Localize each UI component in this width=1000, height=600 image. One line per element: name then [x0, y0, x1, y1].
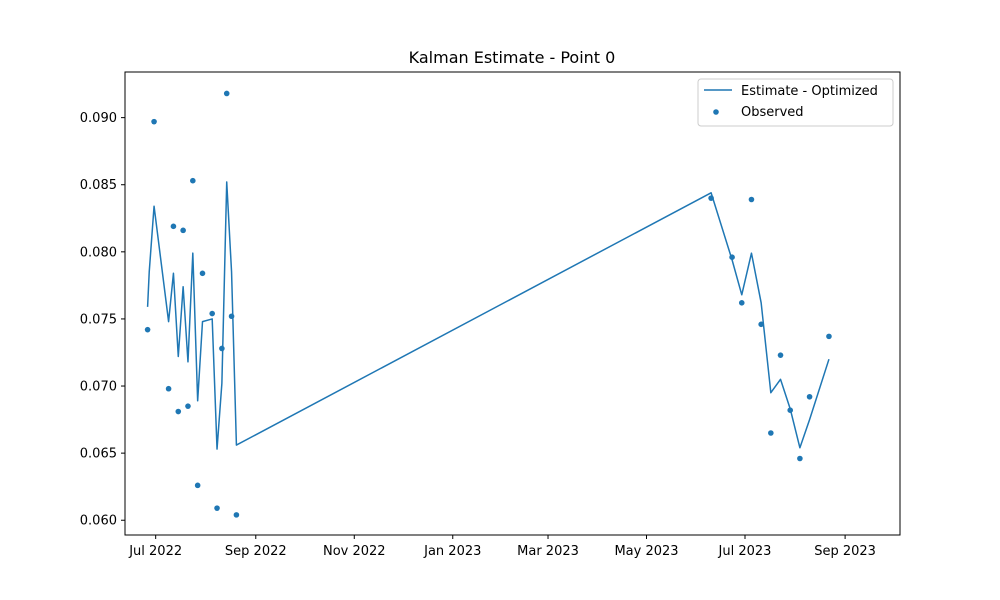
observed-point — [729, 254, 735, 260]
observed-point — [219, 345, 225, 352]
observed-point — [190, 177, 196, 184]
legend-label-estimate: Estimate - Optimized — [741, 84, 878, 99]
observed-point — [185, 403, 191, 409]
observed-point — [806, 393, 813, 400]
legend-dot-swatch — [713, 109, 719, 115]
chart-title: Kalman Estimate - Point 0 — [409, 48, 616, 67]
observed-point — [170, 223, 177, 230]
observed-point — [758, 321, 764, 328]
axes: Jul 2022 Sep 2022 Nov 2022 Jan 2023 Mar 2023… — [80, 111, 876, 559]
observed-point — [768, 430, 774, 436]
observed-point — [787, 407, 794, 413]
y-tick-label: 0.080 — [80, 245, 117, 260]
x-tick-label: May 2023 — [614, 544, 678, 559]
observed-point — [777, 352, 784, 358]
observed-point — [228, 313, 235, 320]
legend: Estimate - Optimized Observed — [697, 78, 894, 127]
observed-point — [748, 196, 755, 203]
legend-label-observed: Observed — [741, 105, 804, 120]
observed-point — [180, 227, 186, 234]
observed-point — [233, 512, 240, 518]
series-line-estimate — [146, 181, 830, 450]
observed-point — [144, 326, 151, 333]
axes-frame — [124, 71, 901, 536]
y-tick-label: 0.090 — [80, 111, 117, 126]
y-tick-label: 0.065 — [80, 447, 117, 462]
x-tick-label: Sep 2023 — [814, 544, 876, 559]
observed-point — [738, 300, 745, 306]
observed-point — [199, 270, 206, 277]
x-tick-label: Jul 2023 — [718, 544, 772, 559]
observed-point — [194, 482, 201, 489]
observed-point — [214, 505, 220, 511]
x-tick-label: Jan 2023 — [423, 544, 481, 559]
observed-point — [151, 118, 157, 125]
plot-area — [144, 90, 832, 518]
x-tick-label: Jul 2022 — [128, 544, 182, 559]
y-tick-label: 0.075 — [80, 312, 117, 327]
x-tick-label: Nov 2022 — [323, 544, 386, 559]
observed-point — [223, 90, 230, 97]
y-tick-label: 0.070 — [80, 380, 117, 395]
x-tick-label: Sep 2022 — [225, 544, 287, 559]
x-tick-label: Mar 2023 — [517, 544, 579, 559]
legend-box — [697, 78, 894, 127]
observed-point — [826, 333, 832, 340]
observed-point — [797, 455, 803, 462]
y-tick-label: 0.085 — [80, 178, 117, 193]
observed-point — [708, 195, 714, 201]
observed-point — [175, 408, 182, 415]
observed-point — [209, 310, 215, 317]
y-tick-label: 0.060 — [80, 514, 117, 529]
observed-point — [165, 385, 172, 392]
